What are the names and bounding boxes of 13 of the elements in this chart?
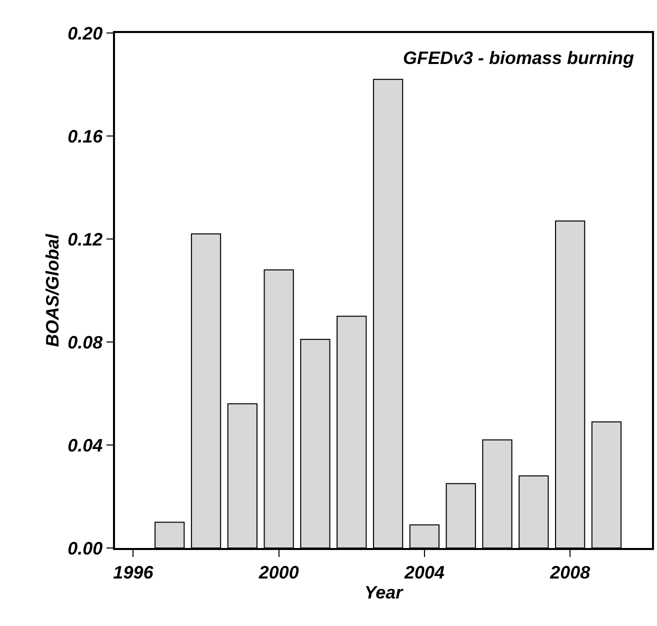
y-tick-label: 0.08 (68, 332, 103, 352)
x-tick-label: 1996 (113, 562, 154, 582)
y-tick-label: 0.00 (68, 538, 103, 558)
y-tick-label: 0.04 (68, 435, 103, 456)
x-tick-label: 2008 (549, 562, 590, 582)
x-tick-label: 2000 (258, 562, 299, 582)
x-axis-title: Year (364, 582, 404, 602)
y-tick-label: 0.16 (68, 126, 104, 146)
x-tick-label: 2004 (403, 562, 444, 582)
annotation: GFEDv3 - biomass burning (403, 48, 634, 68)
y-tick-label: 0.20 (68, 23, 103, 44)
y-tick-label: 0.12 (68, 229, 103, 250)
y-axis-title: BOAS/Global (42, 233, 62, 348)
